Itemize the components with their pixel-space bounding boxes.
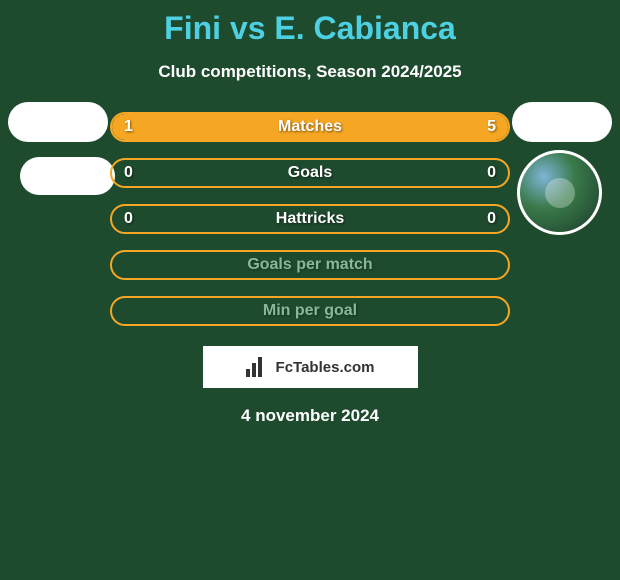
stat-row: 1 Matches 5 <box>110 112 510 142</box>
stat-value-right: 5 <box>487 118 496 136</box>
comparison-card: Fini vs E. Cabianca Club competitions, S… <box>0 0 620 426</box>
stat-value-left: 0 <box>124 210 133 228</box>
stat-row: Min per goal <box>110 296 510 326</box>
stat-row: 0 Hattricks 0 <box>110 204 510 234</box>
watermark-text: FcTables.com <box>276 359 375 376</box>
avatar-right-placeholder <box>512 102 612 142</box>
stat-value-left: 0 <box>124 164 133 182</box>
date-text: 4 november 2024 <box>0 406 620 426</box>
stat-fill-left <box>112 114 178 140</box>
player-left-name: Fini <box>164 10 221 46</box>
stat-value-right: 0 <box>487 164 496 182</box>
subtitle: Club competitions, Season 2024/2025 <box>0 62 620 82</box>
stat-row: Goals per match <box>110 250 510 280</box>
stat-label: Goals <box>288 164 332 182</box>
player-right-name: E. Cabianca <box>274 10 455 46</box>
stat-value-right: 0 <box>487 210 496 228</box>
vs-text: vs <box>230 10 266 46</box>
avatar-left-placeholder <box>8 102 108 142</box>
comparison-title: Fini vs E. Cabianca <box>0 10 620 47</box>
watermark-box: FcTables.com <box>203 346 418 388</box>
stat-fill-right <box>178 114 508 140</box>
stat-label: Matches <box>278 118 342 136</box>
chart-icon <box>246 357 270 377</box>
avatar-left-placeholder-2 <box>20 157 115 195</box>
stats-rows-container: 1 Matches 5 0 Goals 0 0 Hattricks 0 Goals per mat… <box>110 112 510 326</box>
stat-label: Min per goal <box>263 302 357 320</box>
stats-area: 1 Matches 5 0 Goals 0 0 Hattricks 0 Goals per mat… <box>0 112 620 326</box>
club-badge-icon <box>517 150 602 235</box>
stat-label: Goals per match <box>247 256 372 274</box>
stat-row: 0 Goals 0 <box>110 158 510 188</box>
stat-label: Hattricks <box>276 210 344 228</box>
stat-value-left: 1 <box>124 118 133 136</box>
